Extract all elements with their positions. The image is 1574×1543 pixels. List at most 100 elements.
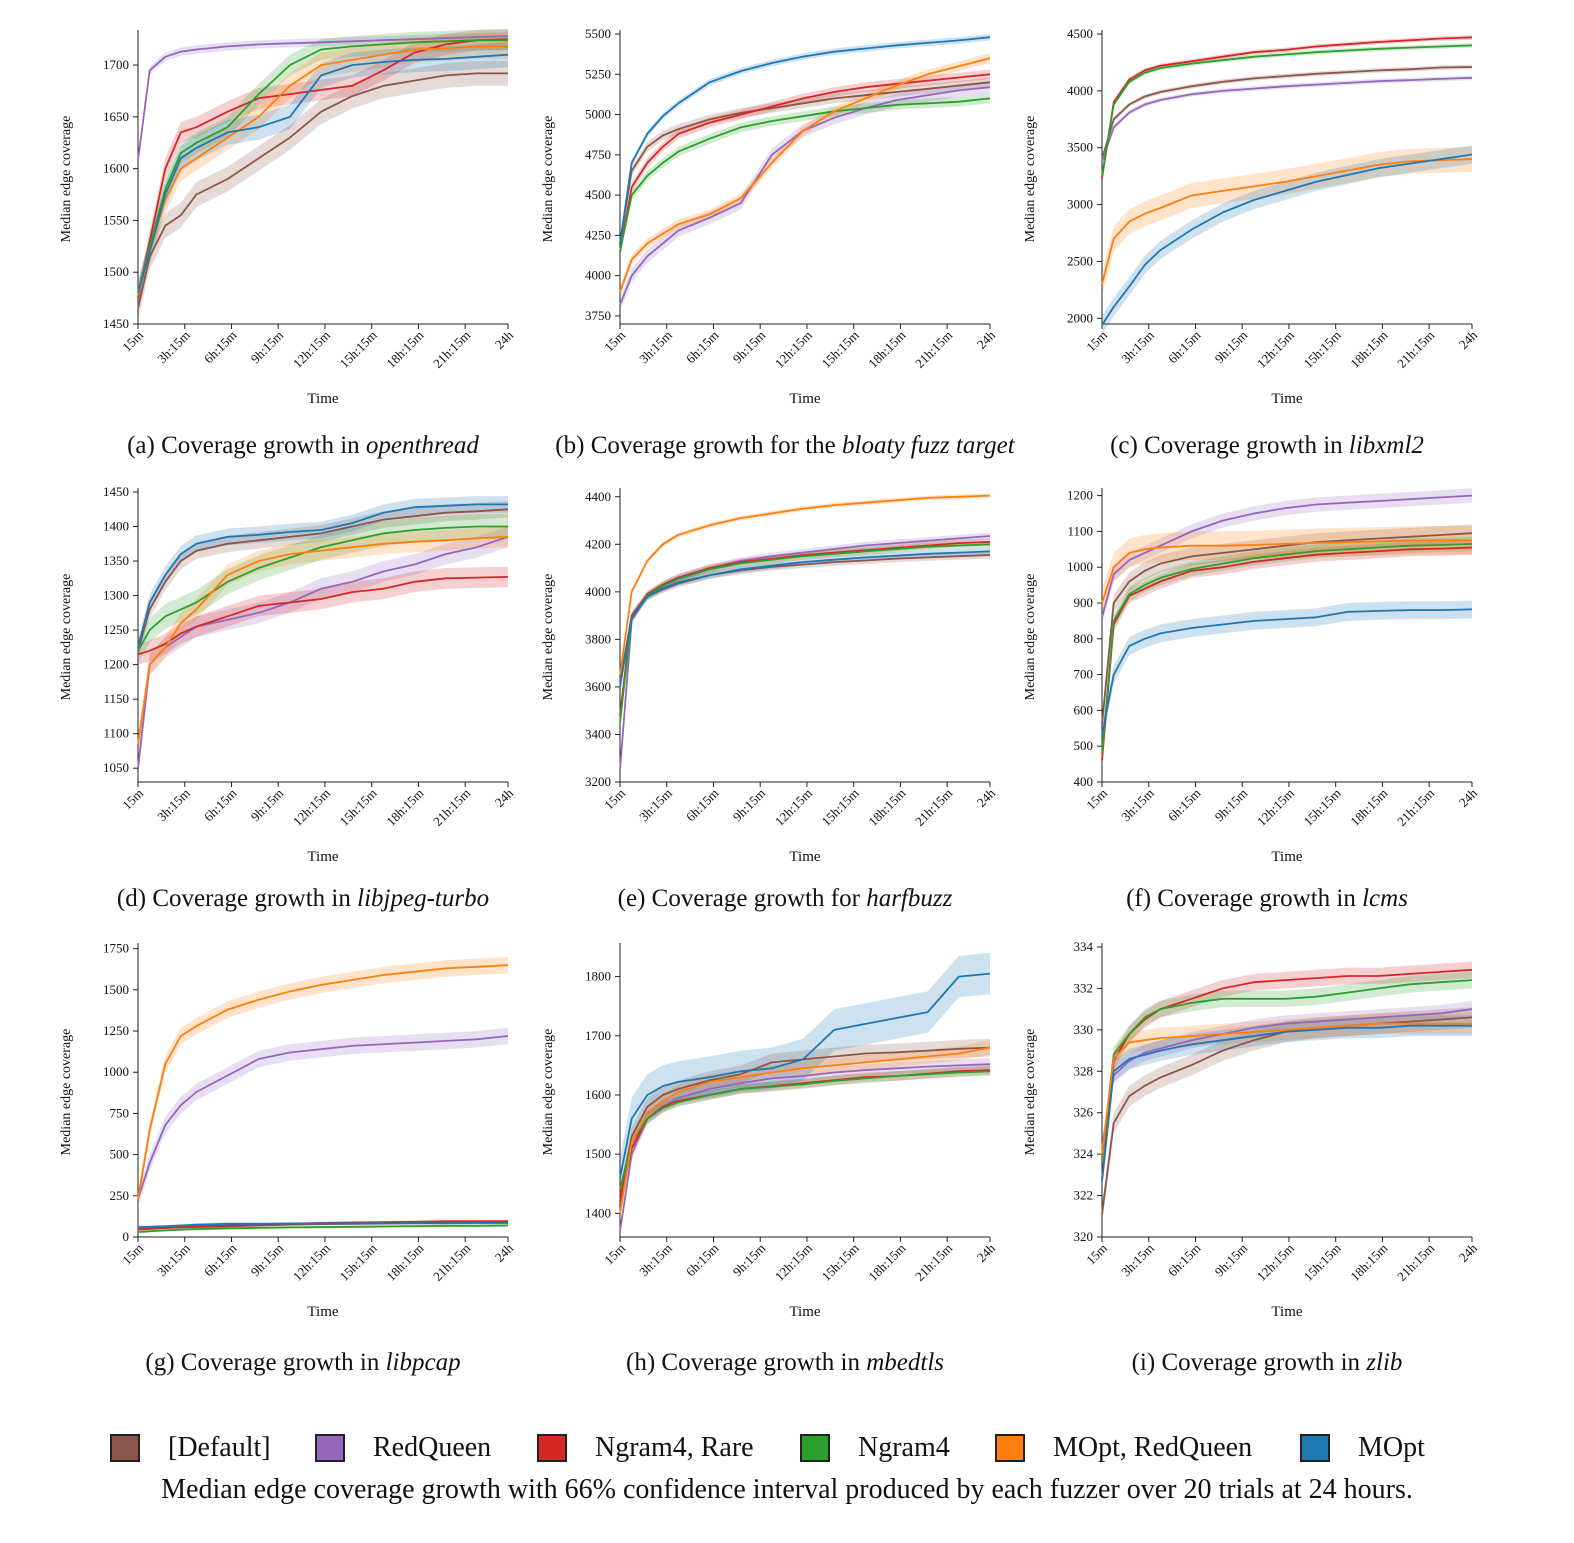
- chart-panel-1: 1450 1500 1550 1600 1650 1700 15m 3h:15m 6h:15m 9…: [59, 28, 517, 459]
- legend-swatch-ngram4: [800, 1434, 830, 1462]
- confidence-band-mopt: [138, 42, 508, 306]
- x-axis-label: Time: [789, 1304, 820, 1320]
- legend: [Default] RedQueen Ngram4, Rare Ngram4 M…: [110, 1428, 1470, 1468]
- x-tick-label: 6h:15m: [201, 1241, 240, 1280]
- x-tick-label: 24h: [974, 785, 999, 810]
- x-tick-label: 21h:15m: [912, 1241, 955, 1284]
- series-line-ngram4: [619, 1070, 991, 1190]
- y-tick-label: 326: [1074, 1105, 1094, 1120]
- y-tick-label: 500: [1074, 738, 1094, 753]
- panel-caption: (h) Coverage growth in mbedtls: [626, 1349, 944, 1376]
- x-axis-label: Time: [789, 849, 820, 865]
- x-tick-label: 12h:15m: [772, 786, 815, 829]
- series-line-ngram4: [137, 1224, 509, 1233]
- x-tick-label: 21h:15m: [1394, 328, 1437, 371]
- y-tick-label: 5500: [585, 26, 611, 41]
- chart-panel-7: 0 250 500 750 1000 1250 1500 1750 15m 3h:15m 6h:15…: [59, 941, 516, 1376]
- legend-swatch-ngram4-rare: [537, 1434, 567, 1462]
- series-line-ngram4rare: [137, 38, 509, 299]
- y-tick-label: 1800: [585, 969, 611, 984]
- series-line-mopt: [1101, 1024, 1472, 1182]
- series-line-default: [1101, 66, 1473, 160]
- legend-label-ngram4-rare: Ngram4, Rare: [595, 1432, 754, 1463]
- y-tick-label: 1500: [103, 982, 129, 997]
- x-tick-label: 9h:15m: [248, 328, 287, 367]
- x-tick-label: 24h: [1456, 785, 1481, 810]
- y-tick-label: 4200: [585, 536, 611, 551]
- y-axis-label: Median edge coverage: [1023, 116, 1038, 243]
- y-tick-label: 2000: [1067, 310, 1093, 325]
- confidence-band-default: [620, 551, 990, 686]
- series-line-mopt: [1101, 608, 1473, 736]
- legend-item-ngram4-rare: Ngram4, Rare: [537, 1428, 754, 1468]
- x-tick-label: 21h:15m: [430, 1241, 473, 1284]
- y-tick-label: 324: [1074, 1146, 1094, 1161]
- series-line-moptrq: [137, 964, 509, 1200]
- legend-swatch-redqueen: [315, 1434, 345, 1462]
- legend-label-mopt-redqueen: MOpt, RedQueen: [1053, 1432, 1253, 1463]
- y-tick-label: 1700: [103, 57, 129, 72]
- series-line-ngram4rare: [619, 541, 991, 716]
- x-tick-label: 15h:15m: [1301, 1241, 1344, 1284]
- x-tick-label: 18h:15m: [865, 1241, 908, 1284]
- series-line-mopt: [137, 53, 509, 294]
- x-tick-label: 15h:15m: [1301, 328, 1344, 371]
- confidence-band-default: [138, 501, 508, 660]
- x-axis-label: Time: [307, 849, 338, 865]
- x-tick-label: 24h: [492, 327, 517, 352]
- confidence-band-default: [138, 60, 508, 321]
- series-line-mopt: [619, 36, 991, 244]
- series-line-ngram4: [1101, 979, 1473, 1159]
- x-tick-label: 18h:15m: [1347, 328, 1390, 371]
- x-tick-label: 9h:15m: [248, 786, 287, 825]
- x-tick-label: 12h:15m: [1254, 786, 1297, 829]
- confidence-band-redqueen: [1102, 488, 1472, 625]
- x-tick-label: 21h:15m: [912, 328, 955, 371]
- series-line-default: [619, 1046, 991, 1196]
- x-tick-label: 18h:15m: [865, 786, 908, 829]
- y-axis-label: Median edge coverage: [1023, 574, 1038, 701]
- confidence-band-mopt: [620, 547, 990, 691]
- series-line-moptrq: [1101, 158, 1473, 285]
- confidence-band-ngram4rare: [138, 566, 508, 665]
- y-tick-label: 4500: [1067, 26, 1093, 41]
- x-tick-label: 9h:15m: [730, 1241, 769, 1280]
- y-tick-label: 700: [1074, 667, 1094, 682]
- x-tick-label: 15m: [601, 1241, 628, 1268]
- y-tick-label: 4250: [585, 227, 611, 242]
- x-tick-label: 15h:15m: [1301, 786, 1344, 829]
- panel-caption: (b) Coverage growth for the bloaty fuzz …: [555, 432, 1015, 459]
- y-tick-label: 3600: [585, 679, 611, 694]
- x-tick-label: 15h:15m: [337, 1241, 380, 1284]
- y-axis-label: Median edge coverage: [59, 116, 74, 243]
- confidence-band-ngram4: [620, 93, 990, 257]
- series-line-moptrq: [619, 494, 991, 676]
- y-tick-label: 1700: [585, 1028, 611, 1043]
- confidence-band-moptrq: [138, 956, 508, 1208]
- legend-label-ngram4: Ngram4: [858, 1432, 950, 1463]
- chart-panel-5: 3200 3400 3600 3800 4000 4200 4400 15m 3h:15m 6h:…: [541, 488, 998, 912]
- y-tick-label: 1750: [103, 941, 129, 956]
- confidence-band-moptrq: [1102, 146, 1472, 297]
- x-tick-label: 15h:15m: [819, 328, 862, 371]
- series-line-moptrq: [619, 57, 991, 293]
- y-tick-label: 600: [1074, 702, 1094, 717]
- chart-panel-2: 3750 4000 4250 4500 4750 5000 5250 5500 15m 3h:15…: [541, 26, 1016, 459]
- x-tick-label: 24h: [974, 1240, 999, 1265]
- x-tick-label: 12h:15m: [290, 328, 333, 371]
- x-tick-label: 18h:15m: [383, 328, 426, 371]
- x-tick-label: 15m: [601, 328, 628, 355]
- confidence-band-ngram4: [620, 1066, 990, 1195]
- x-tick-label: 6h:15m: [1165, 1241, 1204, 1280]
- series-line-moptrq: [137, 45, 508, 296]
- series-line-redqueen: [619, 535, 991, 771]
- series-line-default: [619, 81, 991, 244]
- series-line-redqueen: [1101, 494, 1473, 618]
- x-axis-label: Time: [789, 391, 820, 407]
- legend-label-mopt: MOpt: [1358, 1432, 1425, 1463]
- figure-caption: Median edge coverage growth with 66% con…: [161, 1474, 1413, 1505]
- x-tick-label: 21h:15m: [430, 786, 473, 829]
- chart-panel-8: 1400 1500 1600 1700 1800 15m 3h:15m 6h:15m 9h:15…: [541, 943, 998, 1376]
- x-tick-label: 15h:15m: [819, 786, 862, 829]
- x-tick-label: 21h:15m: [1394, 1241, 1437, 1284]
